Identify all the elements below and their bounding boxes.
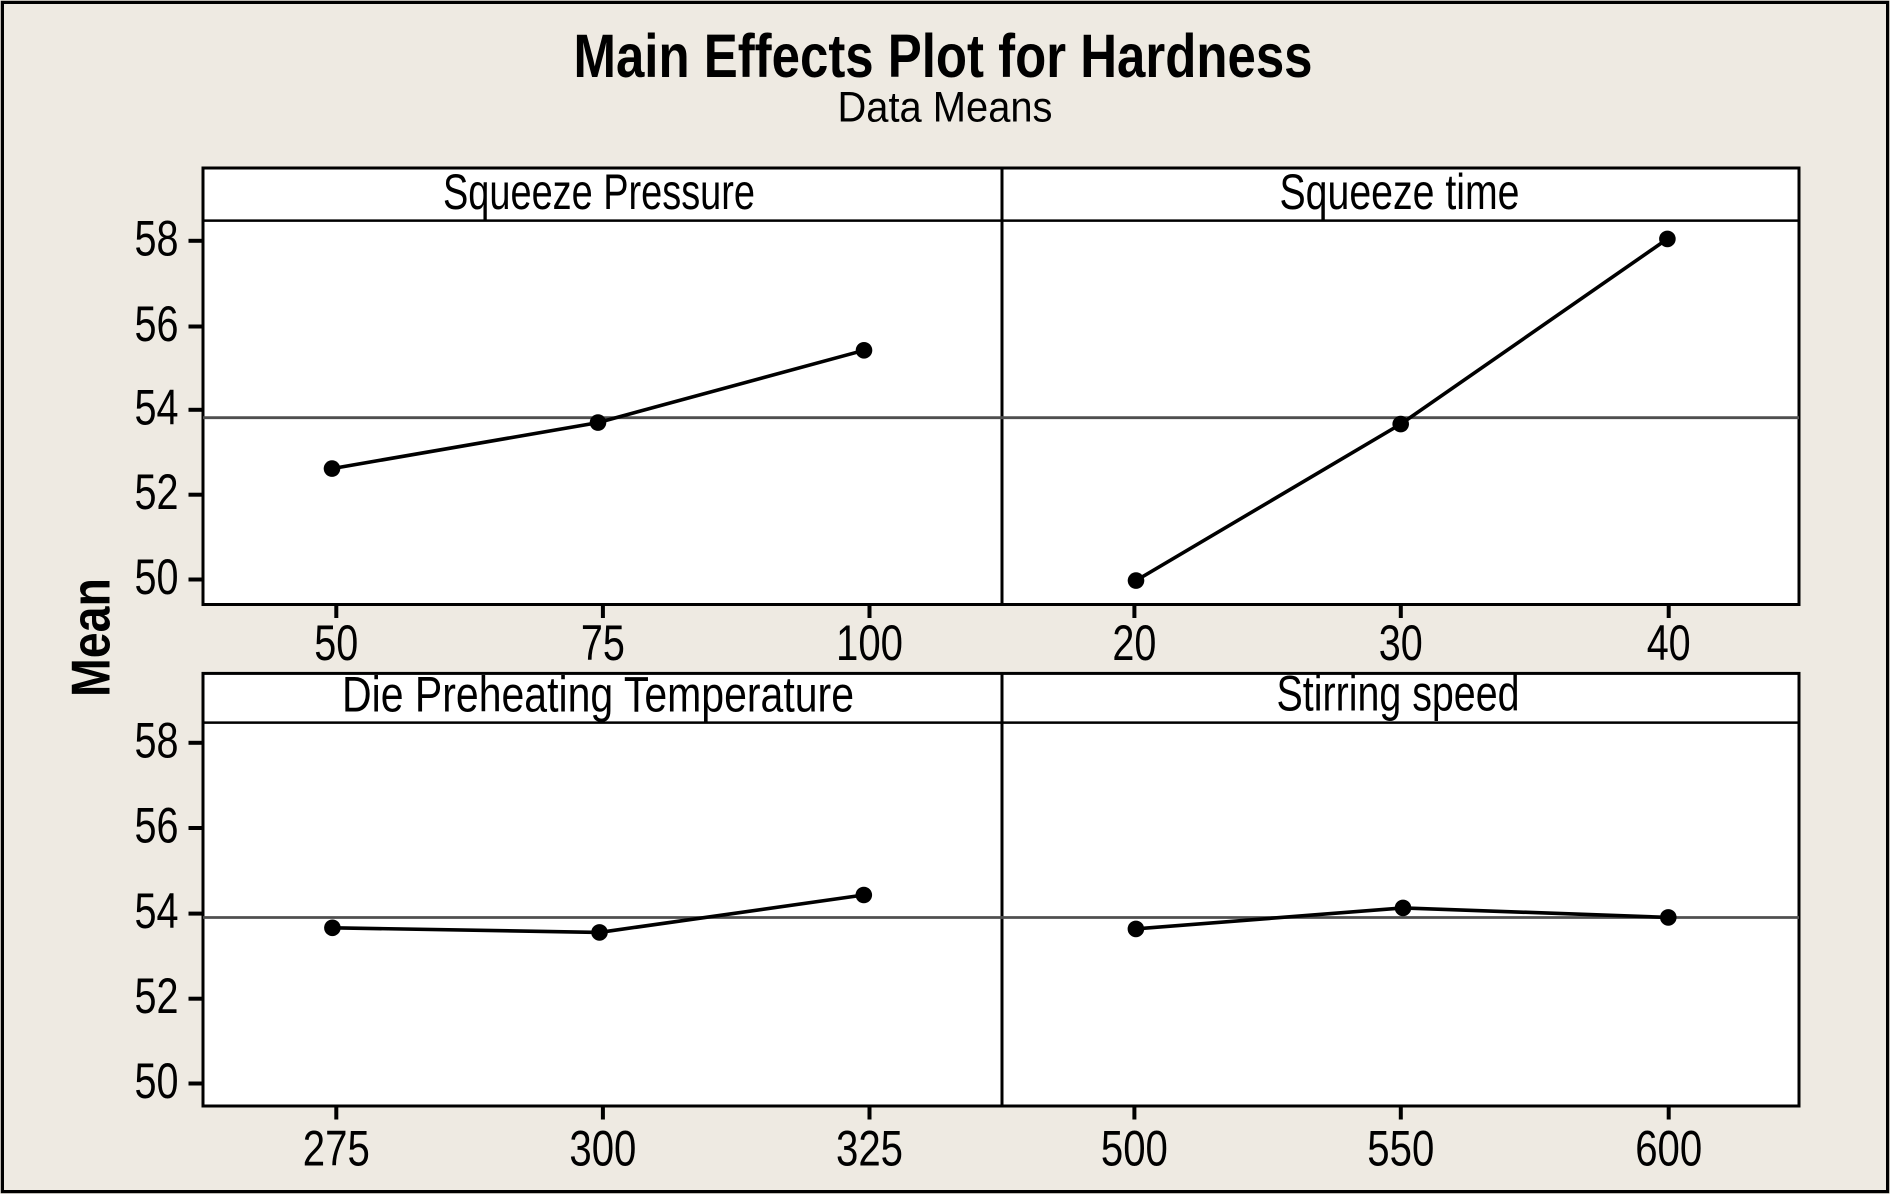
svg-text:Squeeze Pressure: Squeeze Pressure [443, 164, 755, 220]
svg-text:56: 56 [135, 296, 179, 352]
svg-text:30: 30 [1379, 615, 1423, 671]
svg-text:550: 550 [1367, 1121, 1434, 1177]
svg-text:500: 500 [1101, 1121, 1168, 1177]
svg-text:54: 54 [135, 379, 179, 435]
svg-text:58: 58 [135, 210, 179, 266]
svg-text:Die Preheating Temperature: Die Preheating Temperature [342, 667, 854, 723]
svg-text:40: 40 [1647, 615, 1691, 671]
svg-text:50: 50 [135, 1053, 179, 1109]
svg-text:Mean: Mean [60, 578, 122, 697]
svg-text:600: 600 [1635, 1121, 1702, 1177]
svg-text:58: 58 [135, 712, 179, 768]
svg-text:52: 52 [135, 968, 179, 1024]
svg-text:275: 275 [303, 1121, 370, 1177]
svg-text:100: 100 [836, 615, 903, 671]
svg-text:325: 325 [836, 1121, 903, 1177]
svg-text:50: 50 [135, 549, 179, 605]
svg-text:300: 300 [569, 1121, 636, 1177]
svg-text:56: 56 [135, 798, 179, 854]
svg-text:75: 75 [581, 615, 625, 671]
svg-text:Data Means: Data Means [838, 84, 1053, 132]
svg-text:50: 50 [314, 615, 358, 671]
svg-text:20: 20 [1112, 615, 1156, 671]
svg-text:Stirring speed: Stirring speed [1277, 666, 1520, 722]
svg-text:Squeeze time: Squeeze time [1280, 164, 1520, 220]
svg-text:52: 52 [135, 464, 179, 520]
svg-text:54: 54 [135, 883, 179, 939]
svg-text:Main Effects Plot for Hardness: Main Effects Plot for Hardness [574, 22, 1313, 90]
